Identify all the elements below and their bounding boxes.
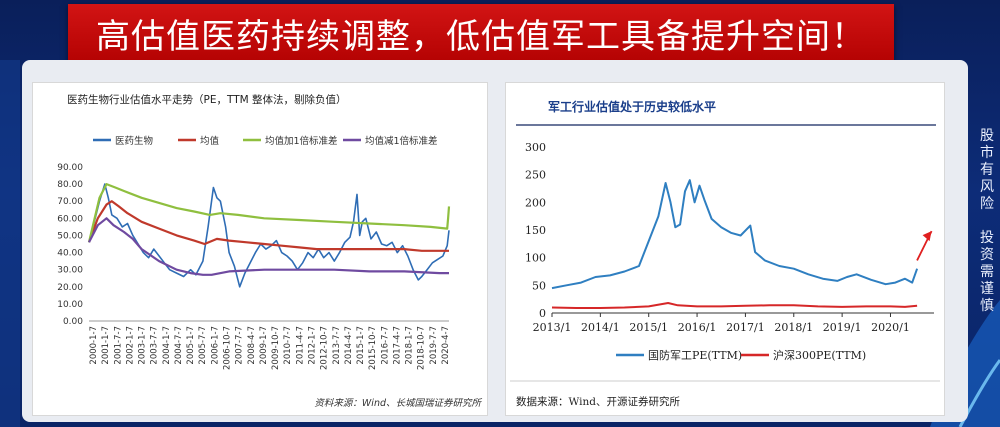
x-tick-label: 2013-7-7	[332, 326, 342, 365]
side-gap	[977, 213, 997, 230]
x-tick-label: 2003-1-7	[138, 326, 148, 365]
chart-source: 数据来源：Wind、开源证券研究所	[516, 395, 680, 408]
x-tick-label: 2015-1-7	[356, 326, 366, 365]
y-tick-label: 90.00	[57, 163, 83, 173]
x-tick-label: 2012-1-7	[307, 326, 317, 365]
y-tick-label: 100	[525, 252, 546, 265]
annotation-arrow-head	[922, 231, 932, 242]
chart-card-military: 军工行业估值处于历史较低水平 0 50 100 150 200 250 300 2013/1 20…	[505, 82, 945, 416]
y-tick-label: 0.00	[63, 317, 83, 327]
series-line	[87, 182, 451, 243]
legend-label: 国防军工PE(TTM)	[648, 348, 742, 362]
side-char: 风	[980, 179, 994, 195]
x-tick-label: 2015/1	[629, 321, 668, 334]
side-char: 股	[980, 128, 994, 144]
chart-card-pharma: 医药生物行业估值水平走势（PE，TTM 整体法，剔除负值） 医药生物 均值 均值加1倍…	[32, 82, 488, 416]
series-line	[87, 200, 449, 252]
chart-title: 医药生物行业估值水平走势（PE，TTM 整体法，剔除负值）	[67, 93, 347, 106]
x-tick-label: 2006-1-7	[210, 326, 220, 365]
x-tick-label: 2006-10-7	[223, 326, 233, 370]
x-tick-label: 2019/1	[823, 321, 862, 334]
series-line	[551, 302, 918, 309]
chart-source: 资料来源：Wind、长城国瑞证券研究所	[314, 397, 482, 409]
x-tick-label: 2017-4-7	[392, 326, 402, 365]
x-tick-label: 2014/1	[581, 321, 620, 334]
x-tick-label: 2009-10-7	[271, 326, 281, 370]
series-line	[88, 217, 449, 276]
x-tick-label: 2018-1-7	[405, 326, 415, 365]
x-tick-label: 2016/1	[678, 321, 717, 334]
side-char: 市	[980, 145, 994, 161]
x-tick-label: 2020/1	[871, 321, 910, 334]
y-tick-label: 60.00	[57, 214, 83, 224]
series-line	[551, 179, 919, 290]
legend-label: 均值加1倍标准差	[265, 135, 338, 147]
x-tick-label: 2019-7-7	[429, 326, 439, 365]
side-char: 资	[980, 247, 994, 263]
chart-title: 军工行业估值处于历史较低水平	[548, 99, 716, 114]
side-char: 谨	[980, 281, 994, 297]
x-tick-label: 2017/1	[726, 321, 765, 334]
y-tick-label: 30.00	[57, 266, 83, 276]
chart-pharma-pe: 医药生物行业估值水平走势（PE，TTM 整体法，剔除负值） 医药生物 均值 均值加1倍…	[57, 93, 482, 409]
page-title: 高估值医药持续调整，低估值军工具备提升空间！	[68, 4, 894, 70]
series-line	[88, 183, 450, 288]
risk-warning-vertical-text: 股市有风险 投资需谨慎	[977, 128, 997, 315]
y-tick-label: 20.00	[57, 283, 83, 293]
x-tick-label: 2001-7-7	[113, 326, 123, 365]
x-tick-label: 2008-4-7	[247, 326, 257, 365]
x-tick-label: 2013/1	[533, 321, 572, 334]
y-tick-label: 50.00	[57, 231, 83, 241]
y-tick-label: 40.00	[57, 249, 83, 259]
x-tick-label: 2007-7-7	[235, 326, 245, 365]
x-tick-label: 2005-1-7	[186, 326, 196, 365]
x-tick-label: 2004-7-7	[174, 326, 184, 365]
x-tick-label: 2020-4-7	[441, 326, 451, 365]
x-tick-label: 2004-1-7	[162, 326, 172, 365]
y-tick-label: 300	[525, 141, 546, 154]
side-char: 险	[980, 196, 994, 212]
x-tick-label: 2003-7-7	[150, 326, 160, 365]
y-tick-label: 250	[525, 169, 546, 182]
x-tick-label: 2016-7-7	[380, 326, 390, 365]
y-tick-label: 150	[525, 224, 546, 237]
legend-label: 沪深300PE(TTM)	[773, 348, 866, 362]
side-char: 需	[980, 264, 994, 280]
x-tick-label: 2005-7-7	[198, 326, 208, 365]
x-tick-label: 2012-10-7	[320, 326, 330, 370]
x-tick-label: 2018/1	[774, 321, 813, 334]
x-tick-label: 2009-1-7	[259, 326, 269, 365]
x-tick-label: 2014-4-7	[344, 326, 354, 365]
legend-label: 均值	[200, 135, 220, 147]
x-tick-label: 2015-10-7	[368, 326, 378, 370]
y-tick-label: 10.00	[57, 300, 83, 310]
x-tick-label: 2010-7-7	[283, 326, 293, 365]
legend-label: 均值减1倍标准差	[365, 135, 438, 147]
side-char: 有	[980, 162, 994, 178]
x-tick-label: 2011-4-7	[295, 326, 305, 365]
side-char: 投	[980, 230, 994, 246]
y-tick-label: 50	[532, 279, 546, 292]
side-char: 慎	[980, 298, 994, 314]
x-tick-label: 2000-1-7	[89, 326, 99, 365]
x-tick-label: 2001-1-7	[101, 326, 111, 365]
y-tick-label: 70.00	[57, 197, 83, 207]
y-tick-label: 80.00	[57, 180, 83, 190]
legend-label: 医药生物	[115, 135, 154, 147]
y-tick-label: 200	[525, 196, 546, 209]
chart-military-pe: 军工行业估值处于历史较低水平 0 50 100 150 200 250 300 2013/1 20…	[510, 99, 940, 408]
x-tick-label: 2002-1-7	[125, 326, 135, 365]
y-tick-label: 0	[539, 307, 546, 320]
x-tick-label: 2018-10-7	[417, 326, 427, 370]
